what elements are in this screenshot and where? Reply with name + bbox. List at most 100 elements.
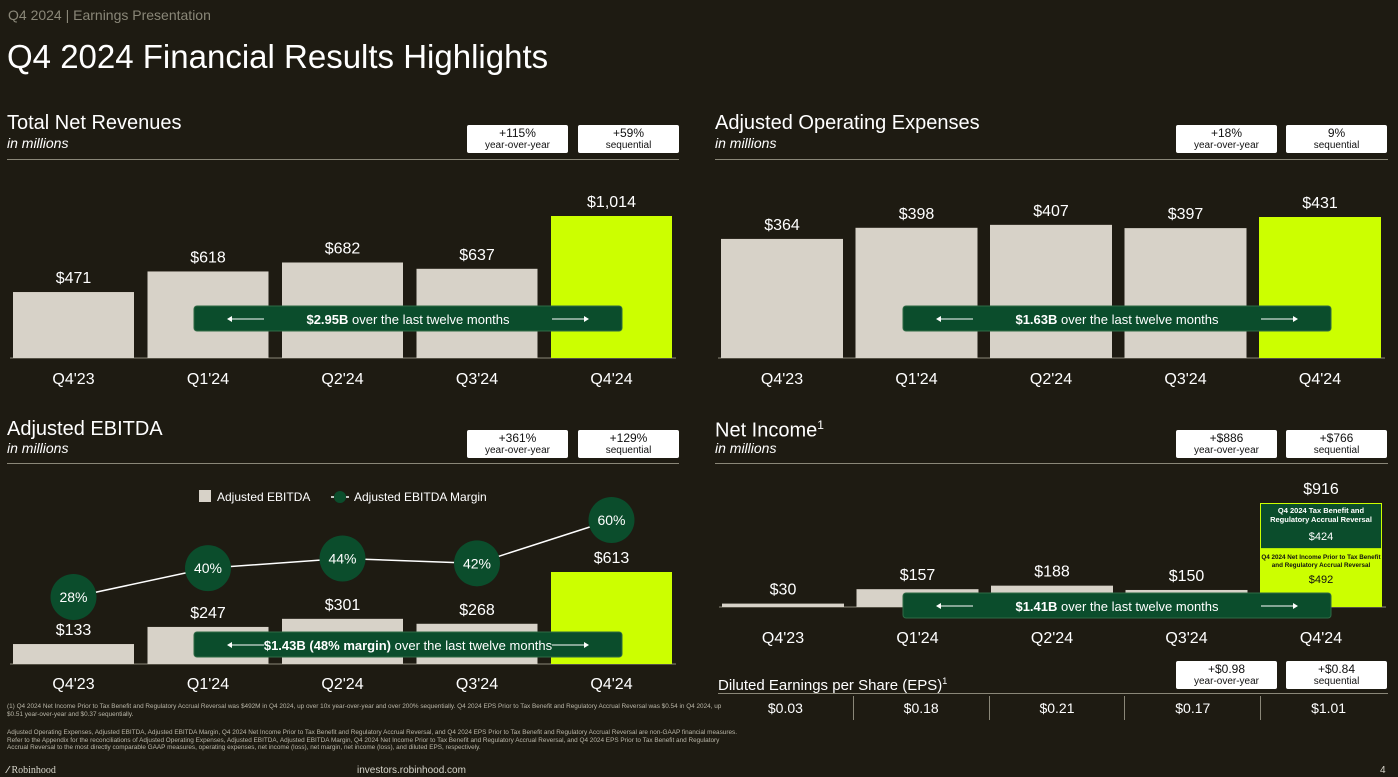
- badge-value: +$886: [1209, 431, 1244, 445]
- opex-bar: [721, 238, 843, 358]
- badge-label: year-over-year: [1193, 445, 1260, 456]
- revenues-data-label: $471: [56, 270, 92, 287]
- eps-value: $0.18: [852, 696, 989, 720]
- netincome-title-text: Net Income: [715, 419, 818, 442]
- robinhood-logo: ⁄ Robinhood: [7, 765, 56, 776]
- legend-label: Adjusted EBITDA Margin: [354, 490, 487, 504]
- ltm-pill: [193, 305, 623, 332]
- ebitda-yoy-badge: +361% year-over-year: [467, 430, 568, 458]
- badge-value: +129%: [609, 431, 648, 445]
- netincome-tick-label: Q4'23: [762, 630, 804, 647]
- opex-divider: [715, 159, 1388, 160]
- margin-label: 60%: [597, 512, 625, 528]
- revenues-data-label: $682: [325, 240, 361, 257]
- opex-tick-label: Q1'24: [895, 371, 937, 388]
- right-arrowhead-icon: [584, 316, 589, 322]
- legend-swatch-point: [334, 491, 346, 503]
- opex-data-label: $431: [1302, 195, 1338, 212]
- netincome-tick-label: Q2'24: [1031, 630, 1073, 647]
- eps-value: $0.21: [988, 696, 1125, 720]
- right-arrowhead-icon: [1293, 603, 1298, 609]
- badge-label: sequential: [605, 445, 652, 456]
- netincome-data-label: $188: [1034, 564, 1070, 581]
- margin-point: [319, 535, 366, 582]
- ebitda-bar: [13, 644, 134, 664]
- badge-label: sequential: [1313, 676, 1360, 687]
- ltm-label: over the last twelve months: [348, 312, 510, 327]
- margin-label: 28%: [59, 589, 87, 605]
- ebitda-data-label: $301: [325, 597, 361, 614]
- netincome-stack-value: $492: [1309, 574, 1333, 586]
- ebitda-data-label: $613: [594, 550, 630, 567]
- netincome-tick-label: Q4'24: [1300, 630, 1342, 647]
- netincome-stack-value: $424: [1309, 531, 1333, 543]
- badge-label: sequential: [1313, 445, 1360, 456]
- opex-bar: [855, 227, 978, 358]
- logo-text: Robinhood: [11, 765, 56, 776]
- margin-point: [588, 497, 635, 543]
- eps-title-text: Diluted Earnings per Share (EPS): [718, 677, 943, 694]
- ltm-pill-text: $1.43B (48% margin) over the last twelve…: [264, 638, 553, 653]
- ebitda-title: Adjusted EBITDA: [7, 418, 163, 440]
- eps-value: $0.03: [767, 700, 803, 716]
- netincome-stack-label: Regulatory Accrual Reversal: [1270, 515, 1372, 524]
- revenues-bar: [13, 292, 134, 358]
- margin-point: [454, 540, 500, 587]
- opex-tick-label: Q3'24: [1164, 371, 1206, 388]
- badge-value: +361%: [498, 431, 537, 445]
- eps-row: $0.03 $0.18 $0.21 $0.17 $1.01: [718, 696, 1396, 720]
- right-arrowhead-icon: [584, 642, 589, 648]
- eps-title: Diluted Earnings per Share (EPS)1: [718, 676, 947, 694]
- left-arrowhead-icon: [936, 316, 941, 322]
- eps-value: $1.01: [1260, 696, 1396, 720]
- ltm-label: over the last twelve months: [1057, 599, 1219, 614]
- opex-data-label: $398: [899, 206, 935, 223]
- eps-divider: [718, 693, 1388, 694]
- revenues-data-label: $1,014: [587, 194, 636, 211]
- badge-label: sequential: [1313, 140, 1360, 151]
- ltm-pill: [902, 592, 1332, 619]
- ebitda-tick-label: Q3'24: [456, 676, 498, 693]
- ebitda-data-label: $133: [56, 622, 92, 639]
- revenues-tick-label: Q3'24: [456, 371, 498, 388]
- revenues-subtitle: in millions: [7, 135, 69, 151]
- ltm-label: over the last twelve months: [391, 638, 553, 653]
- revenues-tick-label: Q4'24: [590, 371, 632, 388]
- netincome-data-label: $150: [1169, 568, 1205, 585]
- opex-bar: [1124, 228, 1247, 358]
- page-number: 4: [1380, 765, 1386, 776]
- legend-label: Adjusted EBITDA: [217, 490, 310, 504]
- ebitda-tick-label: Q1'24: [187, 676, 229, 693]
- revenues-data-label: $618: [190, 249, 226, 266]
- margin-label: 42%: [463, 555, 491, 571]
- opex-title: Adjusted Operating Expenses: [715, 112, 980, 134]
- opex-tick-label: Q4'23: [761, 371, 803, 388]
- ebitda-tick-label: Q2'24: [321, 676, 363, 693]
- eyebrow: Q4 2024 | Earnings Presentation: [8, 7, 211, 23]
- netincome-subtitle: in millions: [715, 440, 777, 456]
- footer-url[interactable]: investors.robinhood.com: [357, 765, 466, 776]
- opex-tick-label: Q2'24: [1030, 371, 1072, 388]
- legend-swatch-bar: [199, 490, 211, 502]
- opex-data-label: $397: [1168, 206, 1204, 223]
- revenues-yoy-badge: +115% year-over-year: [467, 125, 568, 153]
- netincome-title: Net Income1: [715, 418, 824, 443]
- page-title: Q4 2024 Financial Results Highlights: [7, 38, 549, 75]
- margin-label: 44%: [328, 551, 356, 567]
- right-arrowhead-icon: [1293, 316, 1298, 322]
- badge-label: year-over-year: [1193, 676, 1260, 687]
- eps-yoy-badge: +$0.98 year-over-year: [1176, 661, 1277, 689]
- badge-value: +$766: [1319, 431, 1354, 445]
- ltm-pill-text: $1.41B over the last twelve months: [1015, 599, 1219, 614]
- footnote-ref: 1: [942, 676, 948, 686]
- margin-point: [185, 545, 231, 592]
- netincome-stack-label: Q4 2024 Tax Benefit and: [1278, 506, 1365, 515]
- netincome-bar: [722, 603, 844, 607]
- revenues-tick-label: Q1'24: [187, 371, 229, 388]
- netincome-stack-label: Q4 2024 Net Income Prior to Tax Benefit: [1261, 554, 1381, 561]
- revenues-data-label: $637: [459, 247, 495, 264]
- ltm-pill-text: $2.95B over the last twelve months: [306, 312, 510, 327]
- footnote-1: (1) Q4 2024 Net Income Prior to Tax Bene…: [7, 703, 722, 718]
- ltm-value: $2.95B: [306, 312, 348, 327]
- opex-seq-badge: 9% sequential: [1286, 125, 1387, 153]
